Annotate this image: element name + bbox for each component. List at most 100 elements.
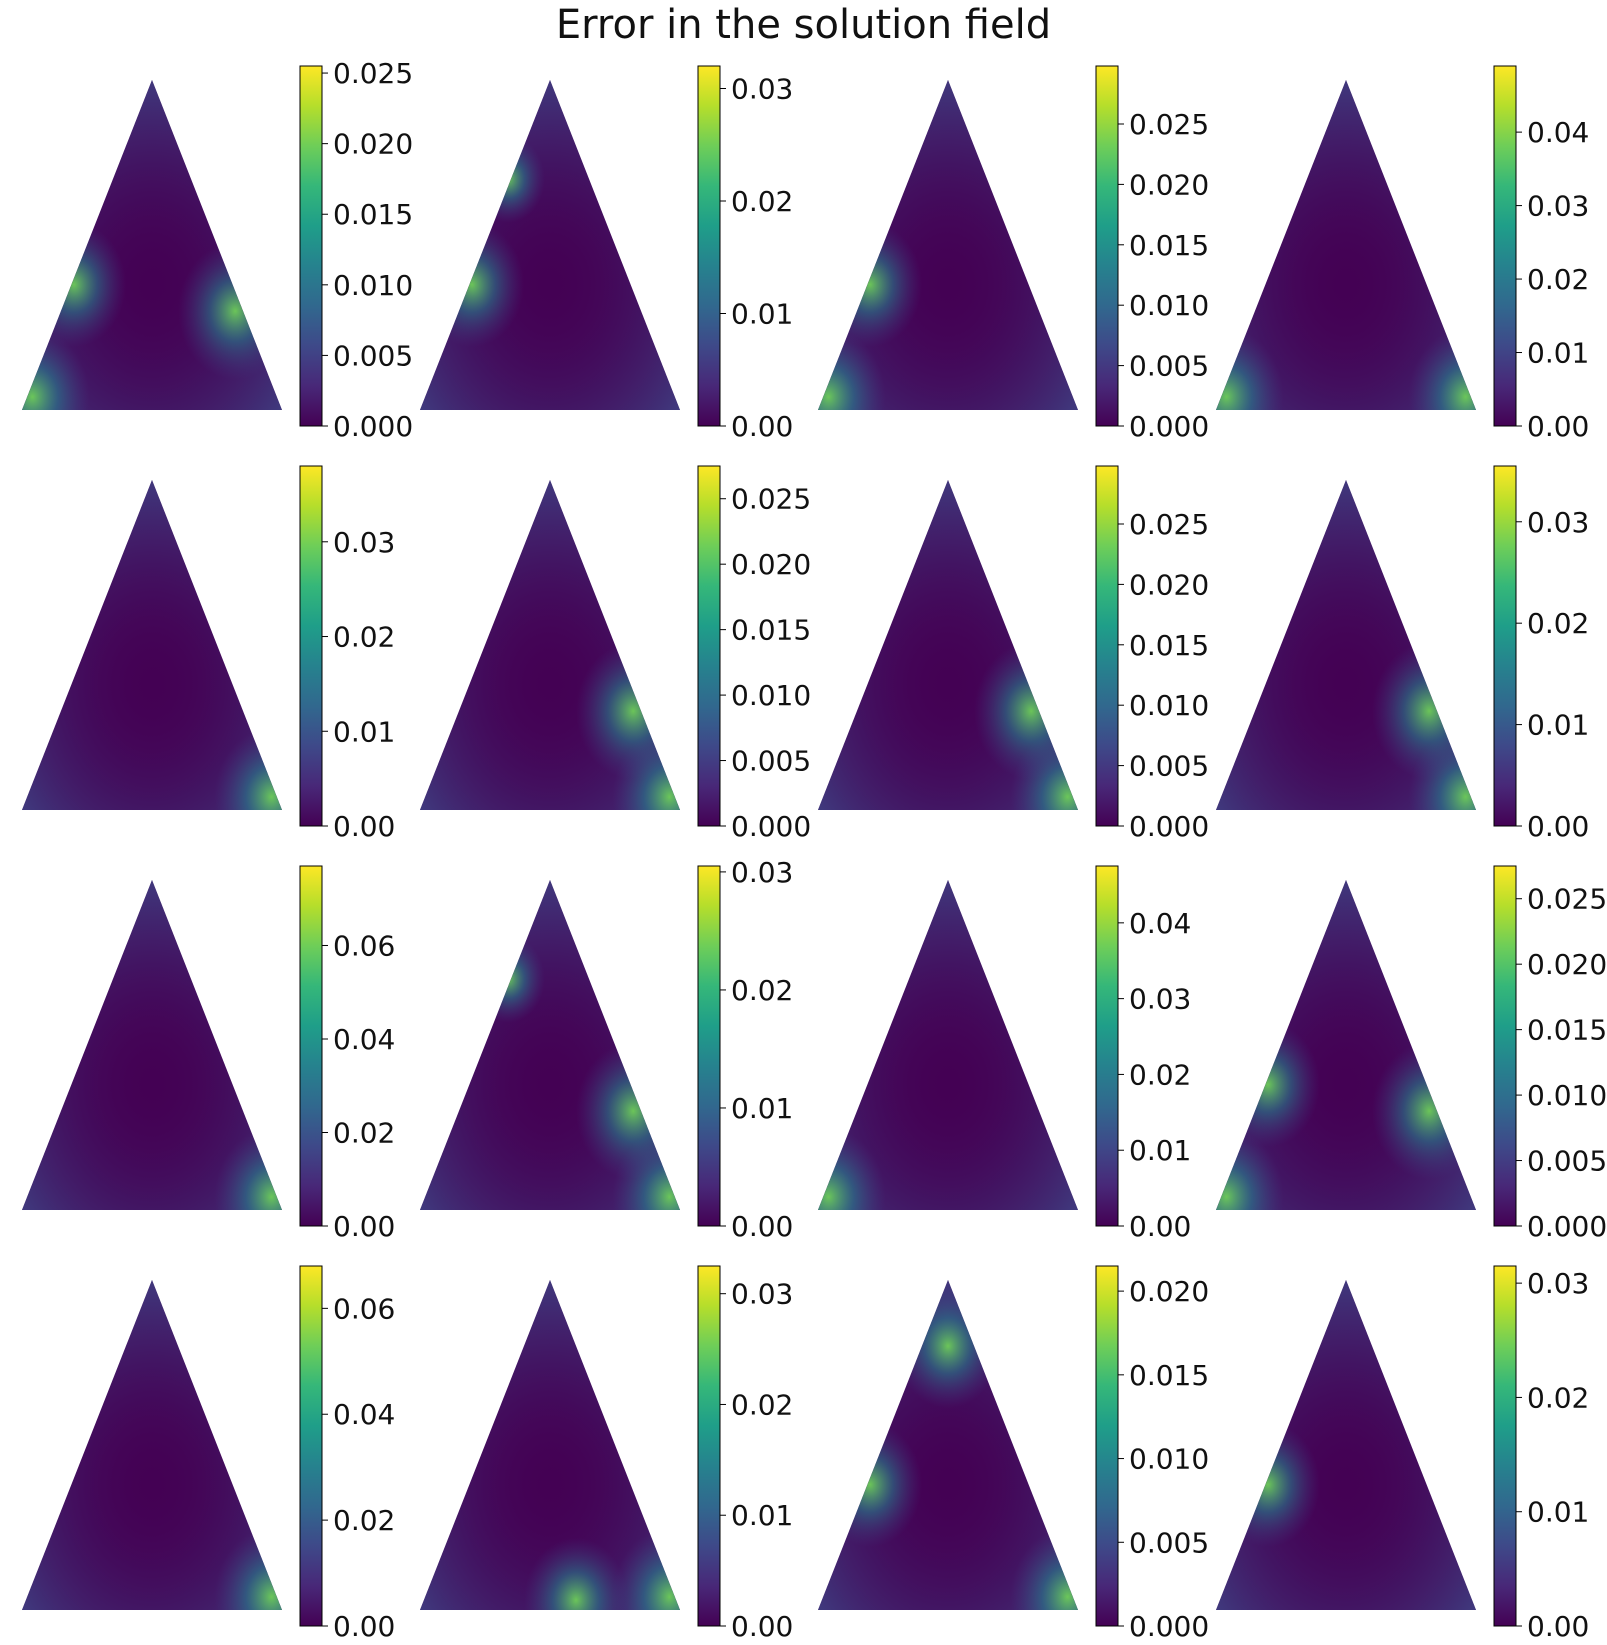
colorbar-tick-label: 0.025 xyxy=(1527,883,1607,916)
hotspot-right-corner xyxy=(1408,328,1476,410)
hotspot-right-edge xyxy=(1372,1042,1476,1180)
colorbar-tick-label: 0.025 xyxy=(333,57,413,90)
colorbar-tick-label: 0.03 xyxy=(1527,190,1589,223)
colorbar-tick-label: 0.025 xyxy=(1129,108,1209,141)
panel-7: 0.000 0.005 0.010 0.015 0.020 0.025 xyxy=(818,465,1209,843)
hotspot-upper-left-edge xyxy=(472,135,545,223)
colorbar xyxy=(299,865,323,1227)
triangle-heatmap xyxy=(420,1280,680,1610)
panel-9: 0.00 0.02 0.04 0.06 xyxy=(22,865,395,1243)
colorbar-tick-label: 0.02 xyxy=(333,621,395,654)
colorbar xyxy=(299,465,323,827)
hotspot-left-corner xyxy=(818,328,886,410)
colorbar xyxy=(1095,65,1119,427)
hotspot-left-edge xyxy=(818,222,922,347)
colorbar xyxy=(1095,865,1119,1227)
triangle-heatmap xyxy=(22,880,282,1210)
colorbar-tick-label: 0.000 xyxy=(1129,410,1209,443)
colorbar xyxy=(299,65,323,427)
colorbar-tick-label: 0.00 xyxy=(731,410,793,443)
colorbar-tick-label: 0.000 xyxy=(731,810,811,843)
hotspot-right-corner xyxy=(214,1528,282,1610)
hotspot-right-corner xyxy=(612,728,680,810)
colorbar-tick-label: 0.015 xyxy=(333,198,413,231)
hotspot-right-edge xyxy=(178,242,282,380)
panel-5: 0.00 0.01 0.02 0.03 xyxy=(22,465,395,843)
triangle-heatmap xyxy=(22,80,282,410)
colorbar xyxy=(1493,465,1517,827)
colorbar-tick-label: 0.025 xyxy=(731,483,811,516)
colorbar-tick-label: 0.03 xyxy=(1527,1267,1589,1300)
colorbar-tick-label: 0.02 xyxy=(1527,263,1589,296)
colorbar-tick-label: 0.02 xyxy=(731,185,793,218)
colorbar-tick-label: 0.000 xyxy=(333,410,413,443)
triangle-heatmap xyxy=(818,1280,1078,1610)
colorbar-tick-label: 0.020 xyxy=(1129,168,1209,201)
triangle-heatmap xyxy=(22,480,282,810)
colorbar-tick-label: 0.000 xyxy=(1129,810,1209,843)
colorbar-tick-label: 0.01 xyxy=(333,715,395,748)
hotspot-right-edge xyxy=(1372,642,1476,780)
colorbar-tick-label: 0.01 xyxy=(1527,709,1589,742)
triangle-heatmap xyxy=(1216,1280,1476,1610)
colorbar-tick-label: 0.010 xyxy=(1129,689,1209,722)
colorbar-tick-label: 0.02 xyxy=(333,1504,395,1537)
colorbar-tick-label: 0.02 xyxy=(333,1116,395,1149)
colorbar-tick-label: 0.03 xyxy=(731,73,793,106)
colorbar-tick-label: 0.01 xyxy=(731,298,793,331)
hotspot-left-corner xyxy=(22,328,90,410)
colorbar-tick-label: 0.00 xyxy=(1527,410,1589,443)
colorbar-tick-label: 0.01 xyxy=(1129,1134,1191,1167)
triangle-heatmap xyxy=(420,480,680,810)
colorbar-tick-label: 0.015 xyxy=(1527,1014,1607,1047)
colorbar-tick-label: 0.015 xyxy=(1129,229,1209,262)
colorbar-tick-label: 0.03 xyxy=(1527,506,1589,539)
hotspot-left-edge xyxy=(1216,1022,1320,1147)
colorbar-tick-label: 0.020 xyxy=(1129,1275,1209,1308)
colorbar-tick-label: 0.020 xyxy=(1129,568,1209,601)
hotspot-apex xyxy=(896,1283,1000,1409)
panel-13: 0.00 0.02 0.04 0.06 xyxy=(22,1265,395,1643)
colorbar-tick-label: 0.02 xyxy=(731,1388,793,1421)
colorbar-tick-label: 0.03 xyxy=(731,1278,793,1311)
colorbar-tick-label: 0.01 xyxy=(1527,337,1589,370)
colorbar xyxy=(697,1265,721,1627)
colorbar-tick-label: 0.010 xyxy=(1129,289,1209,322)
figure-title: Error in the solution field xyxy=(555,2,1052,48)
colorbar-tick-label: 0.00 xyxy=(1527,810,1589,843)
colorbar-tick-label: 0.020 xyxy=(1527,948,1607,981)
colorbar-tick-label: 0.025 xyxy=(1129,508,1209,541)
colorbar-tick-label: 0.04 xyxy=(333,1398,395,1431)
colorbar-tick-label: 0.010 xyxy=(333,269,413,302)
colorbar-tick-label: 0.02 xyxy=(731,974,793,1007)
panel-3: 0.000 0.005 0.010 0.015 0.020 0.025 xyxy=(818,65,1209,443)
colorbar-tick-label: 0.06 xyxy=(333,1292,395,1325)
colorbar-tick-label: 0.01 xyxy=(731,1092,793,1125)
panel-16: 0.00 0.01 0.02 0.03 xyxy=(1216,1265,1589,1643)
colorbar-tick-label: 0.01 xyxy=(1527,1496,1589,1529)
hotspot-right-corner xyxy=(214,1128,282,1210)
colorbar-tick-label: 0.000 xyxy=(1129,1610,1209,1643)
colorbar-tick-label: 0.005 xyxy=(1129,750,1209,783)
panel-8: 0.00 0.01 0.02 0.03 xyxy=(1216,465,1589,843)
colorbar xyxy=(1095,1265,1119,1627)
colorbar xyxy=(697,465,721,827)
hotspot-left-corner xyxy=(1216,328,1284,410)
triangle-heatmap xyxy=(1216,480,1476,810)
panel-2: 0.00 0.01 0.02 0.03 xyxy=(420,65,793,443)
colorbar-tick-label: 0.020 xyxy=(333,128,413,161)
colorbar-tick-label: 0.020 xyxy=(731,548,811,581)
triangle-heatmap xyxy=(420,80,680,410)
heatmap-haze xyxy=(420,80,680,410)
hotspot-left-corner xyxy=(1216,1128,1284,1210)
hotspot-right-corner xyxy=(1010,1528,1078,1610)
panel-11: 0.00 0.01 0.02 0.03 0.04 xyxy=(818,865,1191,1243)
colorbar xyxy=(1493,1265,1517,1627)
hotspot-left-edge xyxy=(818,1422,922,1547)
colorbar-tick-label: 0.04 xyxy=(1129,907,1191,940)
panel-1: 0.000 0.005 0.010 0.015 0.020 0.025 xyxy=(22,57,413,443)
colorbar-tick-label: 0.03 xyxy=(731,856,793,889)
hotspot-left-edge xyxy=(1216,1422,1320,1547)
hotspot-left-edge xyxy=(22,222,126,347)
